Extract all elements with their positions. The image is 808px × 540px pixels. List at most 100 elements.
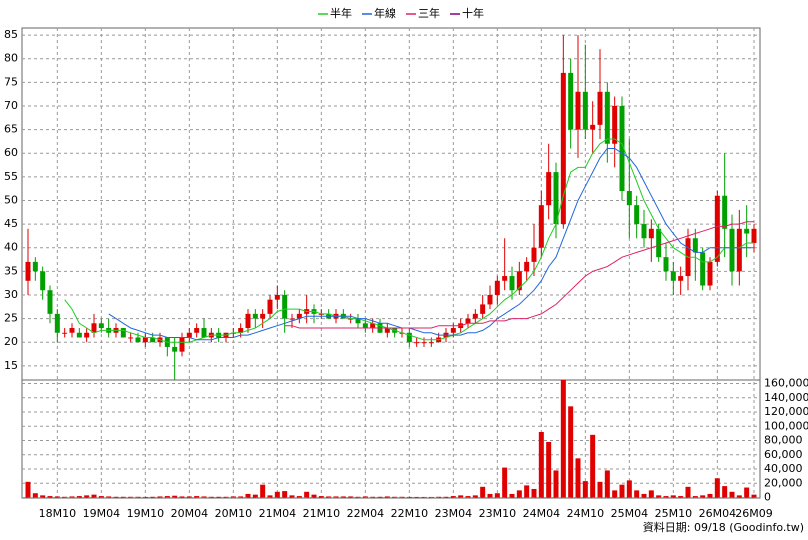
y-tick-label: 80 (4, 52, 18, 65)
candle-body (619, 105, 625, 192)
candle-body (707, 261, 713, 286)
ma-line (108, 148, 754, 341)
candle-body (296, 313, 302, 319)
volume-bar (524, 485, 530, 498)
y-tick-label: 30 (4, 288, 18, 301)
y2-tick-label: 60,000 (764, 448, 803, 461)
y-tick-label: 20 (4, 335, 18, 348)
volume-bar (84, 495, 90, 498)
volume-bar (179, 496, 185, 498)
volume-bar (568, 406, 574, 498)
volume-bar (406, 496, 412, 498)
volume-bar (296, 496, 302, 498)
volume-bar (157, 496, 163, 498)
candle-body (538, 205, 544, 248)
candle-body (47, 290, 53, 314)
y-tick-label: 75 (4, 75, 18, 88)
x-tick-label: 19M04 (83, 507, 121, 520)
volume-bar (370, 496, 376, 498)
volume-bar (546, 441, 552, 498)
volume-bar (538, 431, 544, 498)
y-tick-label: 85 (4, 28, 18, 41)
volume-bar (172, 495, 178, 498)
volume-bar (355, 496, 361, 498)
volume-bar (47, 496, 53, 498)
candle-body (179, 337, 185, 352)
volume-bar (245, 493, 251, 498)
candle-body (91, 323, 97, 333)
ma-line (64, 138, 754, 343)
volume-bar (304, 491, 310, 498)
volume-bar (582, 481, 588, 498)
volume-bar (392, 496, 398, 498)
y-tick-label: 60 (4, 146, 18, 159)
volume-bar (472, 495, 478, 498)
candle-body (568, 72, 574, 130)
volume-bar (399, 496, 405, 498)
volume-bar (164, 496, 170, 498)
legend-label: 半年 (330, 6, 352, 20)
candle-body (480, 304, 486, 314)
y-tick-label: 65 (4, 123, 18, 136)
volume-bar (142, 496, 148, 498)
volume-bar (428, 496, 434, 498)
candle-body (597, 91, 603, 125)
x-tick-label: 24M04 (523, 507, 561, 520)
volume-bar (494, 493, 500, 498)
volume-bar (626, 480, 632, 498)
candle-body (282, 294, 288, 319)
volume-bar (216, 496, 222, 498)
candle-body (509, 276, 515, 291)
candle-body (414, 342, 420, 344)
candle-body (142, 337, 148, 343)
volume-bar (722, 486, 728, 498)
volume-bar (194, 496, 200, 498)
candle-body (516, 271, 522, 291)
volume-bar (348, 496, 354, 498)
ma-line (284, 221, 754, 329)
volume-bar (135, 496, 141, 498)
volume-bar (656, 495, 662, 498)
volume-bar (333, 496, 339, 498)
y2-tick-label: 40,000 (764, 462, 803, 475)
volume-bar (318, 496, 324, 498)
volume-bar (113, 496, 119, 498)
volume-bar (362, 496, 368, 498)
candle-body (406, 332, 412, 343)
x-tick-label: 18M10 (39, 507, 77, 520)
volume-bar (150, 496, 156, 498)
volume-bar (648, 490, 654, 498)
candle-body (670, 271, 676, 281)
x-tick-label: 25M10 (655, 507, 693, 520)
candle-body (590, 124, 596, 130)
volume-bar (465, 496, 471, 498)
candle-body (751, 228, 757, 243)
volume-bar (700, 495, 706, 498)
volume-bar (377, 496, 383, 498)
volume-bar (450, 496, 456, 498)
candle-body (384, 328, 390, 333)
candle-body (355, 318, 361, 324)
x-tick-label: 22M10 (391, 507, 429, 520)
candle-body (714, 195, 720, 262)
volume-bar (436, 496, 442, 498)
candle-body (641, 224, 647, 239)
volume-bar (32, 493, 38, 498)
volume-bar (487, 493, 493, 498)
candle-body (531, 247, 537, 262)
candle-body (472, 313, 478, 319)
candle-body (267, 299, 273, 314)
volume-bar (62, 496, 68, 498)
candle-body (84, 332, 90, 338)
x-tick-label: 24M10 (567, 507, 605, 520)
candle-body (245, 313, 251, 329)
volume-bar (560, 380, 566, 498)
volume-bar (516, 490, 522, 498)
volume-bar (326, 496, 332, 498)
x-tick-label: 23M04 (435, 507, 473, 520)
volume-bar (421, 496, 427, 498)
candle-body (634, 205, 640, 225)
volume-bar (685, 486, 691, 498)
candle-body (648, 228, 654, 239)
candle-body (428, 342, 434, 344)
